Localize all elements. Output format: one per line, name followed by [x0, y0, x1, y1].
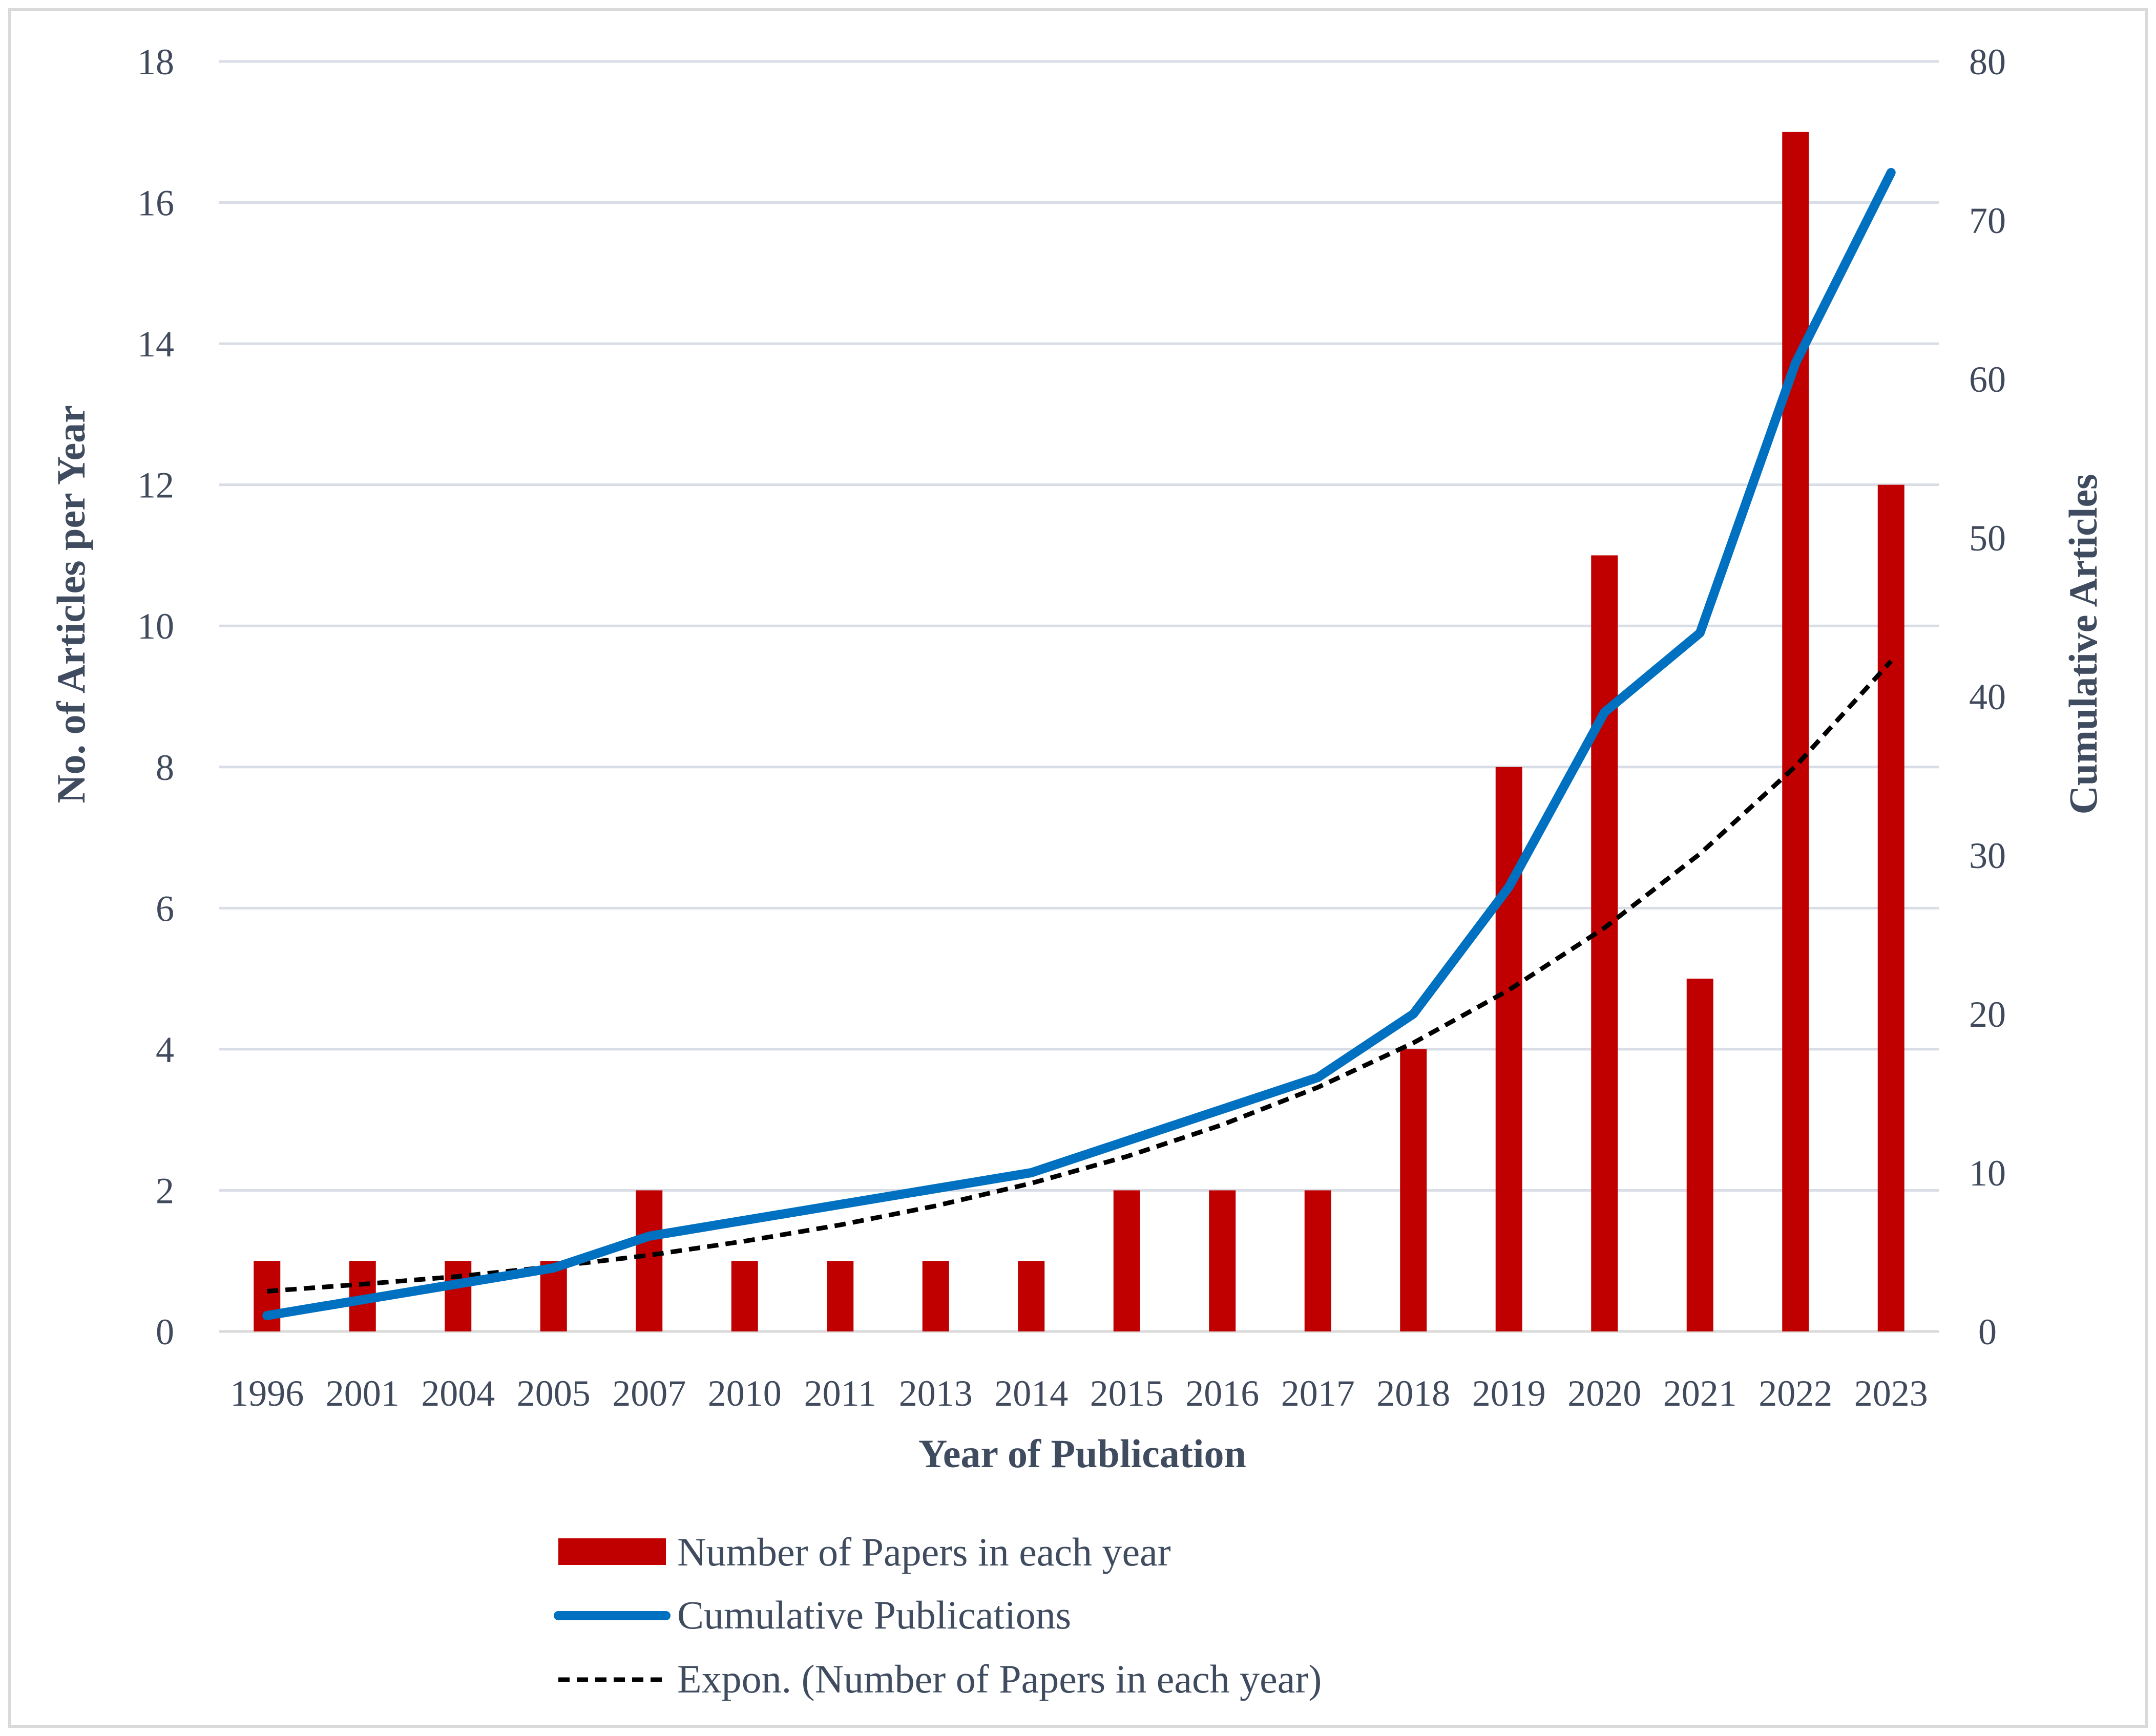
- x-tick-label: 2015: [1090, 1373, 1164, 1414]
- left-tick-label: 18: [137, 41, 174, 82]
- point-cumulative-2017: [1316, 1076, 1319, 1078]
- left-tick-label: 12: [137, 465, 174, 506]
- bar-1996: [254, 1261, 281, 1331]
- x-tick-label: 2004: [421, 1373, 495, 1414]
- bar-2010: [731, 1261, 758, 1331]
- right-tick-label: 20: [1969, 994, 2006, 1035]
- point-cumulative-2023: [1890, 172, 1892, 174]
- legend-label-bars: Number of Papers in each year: [677, 1530, 1171, 1574]
- bar-2015: [1113, 1190, 1140, 1331]
- right-tick-label: 0: [1978, 1311, 1997, 1352]
- x-tick-label: 2001: [326, 1373, 400, 1414]
- right-axis-title: Cumulative Articles: [2061, 474, 2105, 814]
- legend-label-trend: Expon. (Number of Papers in each year): [677, 1657, 1322, 1701]
- bar-2011: [827, 1261, 854, 1331]
- x-tick-label: 2023: [1854, 1373, 1928, 1414]
- legend-label-cumulative: Cumulative Publications: [677, 1593, 1071, 1637]
- x-tick-label: 2011: [804, 1373, 876, 1414]
- point-cumulative-2018: [1412, 1013, 1415, 1015]
- right-tick-label: 70: [1969, 200, 2006, 241]
- bar-2020: [1591, 555, 1618, 1331]
- left-tick-label: 2: [156, 1170, 174, 1211]
- left-tick-label: 4: [156, 1029, 174, 1070]
- point-cumulative-2022: [1794, 362, 1797, 364]
- left-axis-title: No. of Articles per Year: [49, 405, 93, 803]
- x-tick-label: 2021: [1663, 1373, 1737, 1414]
- x-tick-label: 2022: [1759, 1373, 1832, 1414]
- bar-2019: [1495, 767, 1522, 1331]
- point-cumulative-2016: [1221, 1108, 1224, 1110]
- legend: Number of Papers in each year Cumulative…: [554, 1530, 1322, 1701]
- left-tick-label: 6: [156, 888, 174, 929]
- x-tick-label: 1996: [230, 1373, 304, 1414]
- line-cumulative-publications: [262, 168, 1896, 1320]
- right-tick-label: 80: [1969, 41, 2006, 82]
- x-tick-label: 2020: [1567, 1373, 1641, 1414]
- bar-2004: [445, 1261, 472, 1331]
- point-cumulative-2015: [1125, 1140, 1128, 1142]
- x-tick-label: 2007: [612, 1373, 686, 1414]
- point-cumulative-2014: [1030, 1172, 1033, 1174]
- bar-2021: [1686, 979, 1713, 1331]
- right-axis-ticks: 0 10 20 30 40 50 60 70 80: [1969, 41, 2006, 1352]
- x-tick-label: 2016: [1185, 1373, 1259, 1414]
- bar-series: [254, 132, 1904, 1331]
- bar-2007: [636, 1190, 663, 1331]
- trendline-exponential: [266, 660, 1893, 1294]
- point-cumulative-2005: [552, 1267, 555, 1269]
- x-tick-label: 2010: [708, 1373, 782, 1414]
- left-tick-label: 16: [137, 183, 174, 224]
- x-axis-ticks: 1996 2001 2004 2005 2007 2010 2011 2013 2014 2015…: [230, 1373, 1928, 1414]
- left-tick-label: 14: [137, 324, 174, 365]
- left-tick-label: 8: [156, 747, 174, 788]
- point-cumulative-2020: [1603, 711, 1606, 713]
- legend-swatch-bars: [558, 1538, 666, 1565]
- bar-2023: [1877, 484, 1904, 1331]
- bar-2018: [1400, 1049, 1427, 1331]
- x-tick-label: 2014: [994, 1373, 1068, 1414]
- bar-2013: [922, 1261, 949, 1331]
- left-tick-label: 10: [137, 606, 174, 647]
- x-tick-label: 2018: [1376, 1373, 1450, 1414]
- x-axis-title: Year of Publication: [918, 1431, 1246, 1476]
- right-tick-label: 10: [1969, 1153, 2006, 1194]
- point-cumulative-2007: [648, 1235, 651, 1237]
- x-tick-label: 2017: [1281, 1373, 1355, 1414]
- left-tick-label: 0: [156, 1311, 174, 1352]
- point-cumulative-2010: [743, 1219, 746, 1221]
- gridlines: [219, 60, 1939, 1333]
- point-cumulative-2021: [1699, 632, 1701, 634]
- point-cumulative-1996: [266, 1315, 268, 1317]
- x-tick-label: 2019: [1472, 1373, 1546, 1414]
- bar-2017: [1304, 1190, 1331, 1331]
- bar-2022: [1782, 132, 1809, 1331]
- line-series: [262, 168, 1896, 1320]
- right-tick-label: 60: [1969, 359, 2006, 400]
- bar-2016: [1209, 1190, 1236, 1331]
- point-cumulative-2019: [1508, 886, 1510, 888]
- right-tick-label: 50: [1969, 518, 2006, 559]
- right-tick-label: 40: [1969, 676, 2006, 717]
- left-axis-ticks: 0 2 4 6 8 10 12 14 16 18: [137, 41, 174, 1352]
- point-cumulative-2004: [457, 1283, 459, 1285]
- bar-2014: [1018, 1261, 1045, 1331]
- x-tick-label: 2005: [517, 1373, 591, 1414]
- point-cumulative-2013: [934, 1188, 937, 1190]
- x-tick-label: 2013: [899, 1373, 973, 1414]
- right-tick-label: 30: [1969, 835, 2006, 876]
- point-cumulative-2001: [361, 1299, 364, 1301]
- point-cumulative-2011: [839, 1203, 842, 1205]
